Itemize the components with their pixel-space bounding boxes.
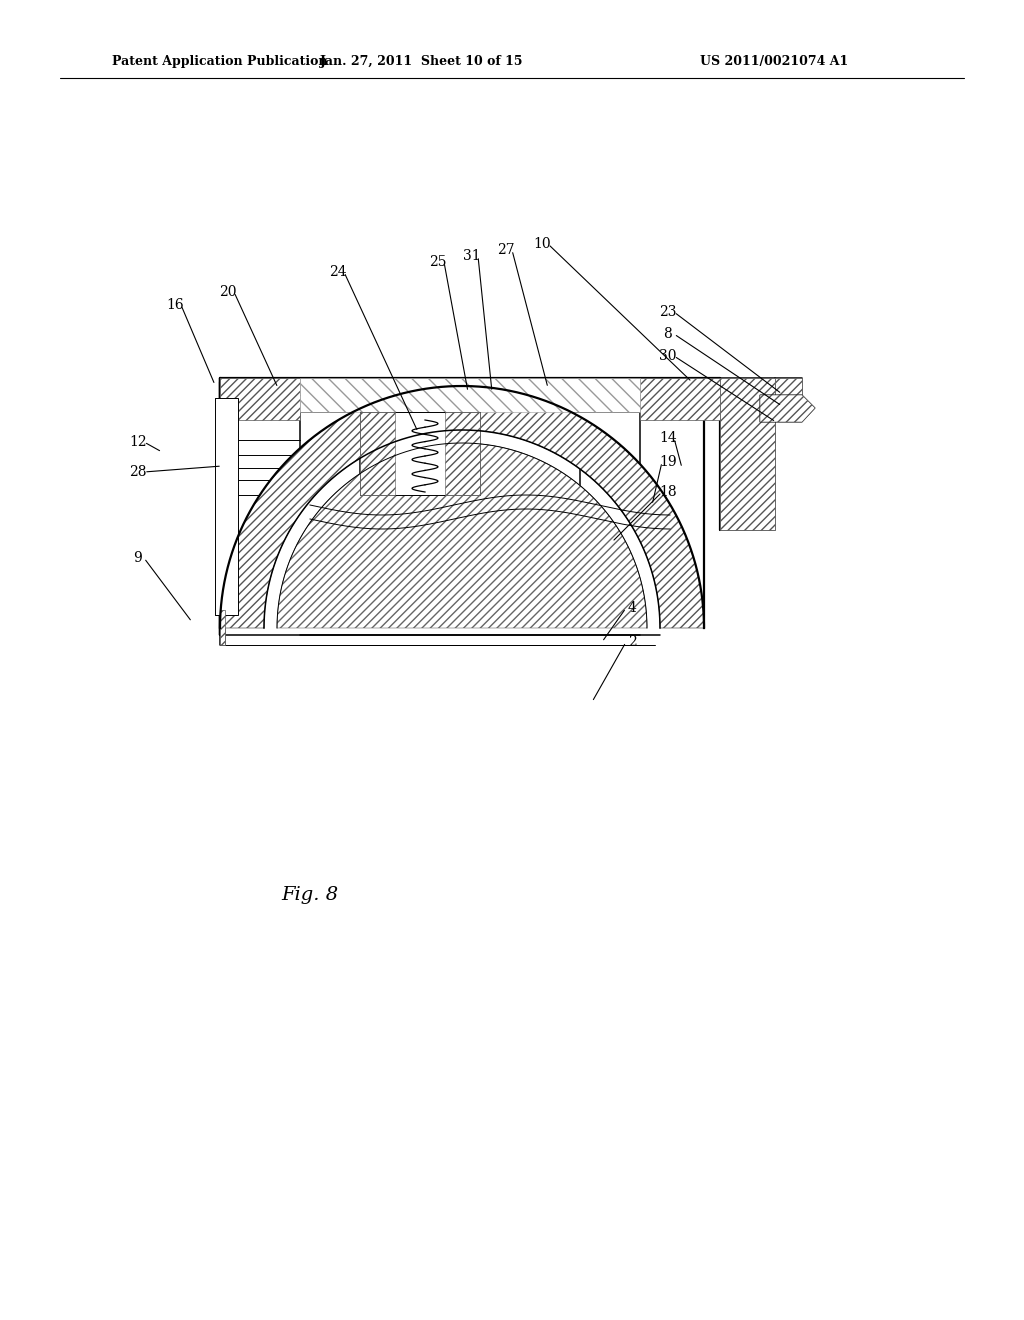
Text: 9: 9 (133, 550, 142, 565)
Polygon shape (215, 399, 238, 615)
Polygon shape (775, 378, 802, 395)
Text: 27: 27 (498, 243, 515, 257)
Text: US 2011/0021074 A1: US 2011/0021074 A1 (700, 55, 848, 69)
Text: 20: 20 (219, 285, 237, 300)
Text: 16: 16 (166, 298, 184, 312)
Text: Fig. 8: Fig. 8 (282, 886, 339, 904)
Text: 4: 4 (628, 601, 637, 615)
Polygon shape (300, 378, 640, 412)
Text: 10: 10 (534, 238, 551, 251)
Polygon shape (220, 385, 705, 628)
Polygon shape (445, 412, 480, 495)
Text: 23: 23 (659, 305, 677, 319)
Text: 18: 18 (659, 484, 677, 499)
Text: Jan. 27, 2011  Sheet 10 of 15: Jan. 27, 2011 Sheet 10 of 15 (321, 55, 523, 69)
Polygon shape (220, 610, 225, 645)
Text: Patent Application Publication: Patent Application Publication (112, 55, 328, 69)
Polygon shape (760, 395, 815, 422)
Text: 31: 31 (463, 249, 481, 263)
Polygon shape (360, 412, 395, 495)
Text: 14: 14 (659, 432, 677, 445)
Polygon shape (640, 378, 720, 420)
Text: 24: 24 (329, 265, 347, 279)
Polygon shape (760, 395, 815, 422)
Text: 19: 19 (659, 455, 677, 469)
Text: 8: 8 (664, 327, 673, 341)
Polygon shape (360, 412, 480, 495)
Polygon shape (720, 378, 775, 531)
Text: 28: 28 (129, 465, 146, 479)
Polygon shape (278, 444, 647, 628)
Polygon shape (220, 378, 300, 420)
Text: 12: 12 (129, 436, 146, 449)
Text: 30: 30 (659, 348, 677, 363)
Text: 2: 2 (628, 635, 636, 649)
Text: 25: 25 (429, 255, 446, 269)
